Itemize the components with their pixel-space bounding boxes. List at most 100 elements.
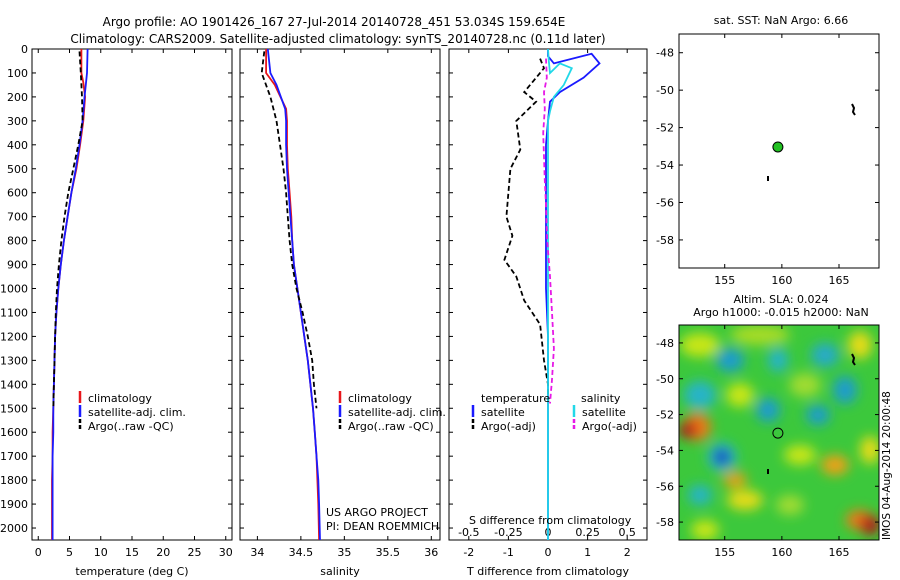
sla-map-axes [678, 324, 880, 541]
x-tick-label: 10 [94, 546, 108, 559]
y-tick-label: -50 [656, 373, 674, 386]
salinity-legend: climatology satellite-adj. clim. Argo(..… [326, 391, 446, 533]
y-tick-label: -56 [656, 196, 674, 209]
temperature-axes [31, 48, 233, 541]
x-tick-label: 20 [156, 546, 170, 559]
s-tick-label: -0.25 [494, 526, 522, 539]
x-tick-label: 165 [829, 546, 850, 559]
difference-xlabel: T difference from climatology [466, 565, 629, 578]
y-tick-label: 800 [7, 235, 28, 248]
x-tick-label: 2 [624, 546, 631, 559]
y-tick-label: 300 [7, 115, 28, 128]
y-tick-label: 1200 [0, 330, 28, 343]
y-tick-label: 200 [7, 91, 28, 104]
x-tick-label: 155 [714, 546, 735, 559]
legend-label: satellite-adj. clim. [348, 406, 446, 419]
y-tick-label: 1100 [0, 306, 28, 319]
y-tick-label: -58 [656, 234, 674, 247]
y-tick-label: -56 [656, 480, 674, 493]
legend-label: Argo(..raw -QC) [88, 420, 174, 433]
float-position-marker [772, 141, 784, 153]
legend-label: climatology [348, 392, 412, 405]
y-tick-label: 1900 [0, 498, 28, 511]
y-tick-label: 0 [21, 43, 28, 56]
x-tick-label: 34.5 [289, 546, 314, 559]
s-tick-label: 0.25 [575, 526, 600, 539]
x-tick-label: 34 [250, 546, 264, 559]
x-tick-label: 1 [584, 546, 591, 559]
legend-label: climatology [88, 392, 152, 405]
figure-title-line2: Climatology: CARS2009. Satellite-adjuste… [70, 32, 605, 46]
y-tick-label: 1400 [0, 378, 28, 391]
y-tick-label: 1800 [0, 474, 28, 487]
sla-heatmap [679, 325, 879, 540]
y-tick-label: -54 [656, 159, 674, 172]
sst-map-title: sat. SST: NaN Argo: 6.66 [714, 14, 848, 27]
series-line [503, 58, 549, 404]
y-tick-label: -52 [656, 409, 674, 422]
x-tick-label: 36 [424, 546, 438, 559]
legend-label: Argo(-adj) [481, 420, 536, 433]
legend-label: Argo(-adj) [582, 420, 637, 433]
y-tick-label: 1600 [0, 426, 28, 439]
series-line [545, 49, 601, 540]
x-tick-label: 5 [66, 546, 73, 559]
series-line [265, 49, 320, 541]
x-tick-label: 0 [545, 546, 552, 559]
float-position-marker [772, 427, 784, 439]
island-shape [851, 353, 856, 366]
series-line [542, 58, 555, 404]
x-tick-label: 160 [771, 546, 792, 559]
series-line [547, 48, 574, 540]
legend-label: Argo(..raw -QC) [348, 420, 434, 433]
y-tick-label: 600 [7, 187, 28, 200]
series-line [266, 48, 321, 541]
y-tick-label: -48 [656, 47, 674, 60]
x-tick-label: 35.5 [376, 546, 401, 559]
series-line [52, 51, 84, 409]
x-tick-label: 35 [337, 546, 351, 559]
y-tick-label: 700 [7, 211, 28, 224]
sla-map-title-line1: Altim. SLA: 0.024 [733, 293, 828, 306]
difference-legend: temperature satellite Argo(-adj) salinit… [469, 392, 637, 527]
legend-label: satellite-adj. clim. [88, 406, 186, 419]
x-tick-label: -2 [463, 546, 474, 559]
x-tick-label: 0 [35, 546, 42, 559]
s-tick-label: -0.5 [458, 526, 479, 539]
temperature-xlabel: temperature (deg C) [75, 565, 188, 578]
y-tick-label: 1000 [0, 283, 28, 296]
y-tick-label: -58 [656, 516, 674, 529]
y-tick-label: 500 [7, 163, 28, 176]
series-line [51, 48, 89, 540]
sla-map-title-line2: Argo h1000: -0.015 h2000: NaN [693, 306, 869, 319]
legend-label: satellite [582, 406, 626, 419]
y-tick-label: -54 [656, 444, 674, 457]
pi-label: PI: DEAN ROEMMICH [326, 520, 439, 533]
sst-map-axes [678, 33, 880, 269]
temperature-legend: climatology satellite-adj. clim. Argo(..… [78, 391, 186, 433]
legend-title-temperature: temperature [481, 392, 550, 405]
y-tick-label: 1500 [0, 402, 28, 415]
legend-title-salinity: salinity [581, 392, 621, 405]
series-line [260, 51, 318, 409]
y-tick-label: 900 [7, 259, 28, 272]
x-tick-label: 25 [188, 546, 202, 559]
y-tick-label: 100 [7, 67, 28, 80]
salinity-xlabel: salinity [320, 565, 360, 578]
s-axis-label: S difference from climatology [469, 514, 632, 527]
y-tick-label: -48 [656, 337, 674, 350]
y-tick-label: -52 [656, 122, 674, 135]
s-tick-label: 0.5 [618, 526, 636, 539]
x-tick-label: 30 [219, 546, 233, 559]
y-tick-label: 400 [7, 139, 28, 152]
x-tick-label: 160 [771, 274, 792, 287]
project-label: US ARGO PROJECT [326, 506, 428, 519]
salinity-axes [239, 48, 441, 541]
x-tick-label: 15 [125, 546, 139, 559]
imos-timestamp-label: IMOS 04-Aug-2014 20:00:48 [881, 391, 893, 540]
y-tick-label: 2000 [0, 522, 28, 535]
y-tick-label: 1700 [0, 450, 28, 463]
x-tick-label: 155 [714, 274, 735, 287]
figure-title-line1: Argo profile: AO 1901426_167 27-Jul-2014… [103, 15, 566, 29]
